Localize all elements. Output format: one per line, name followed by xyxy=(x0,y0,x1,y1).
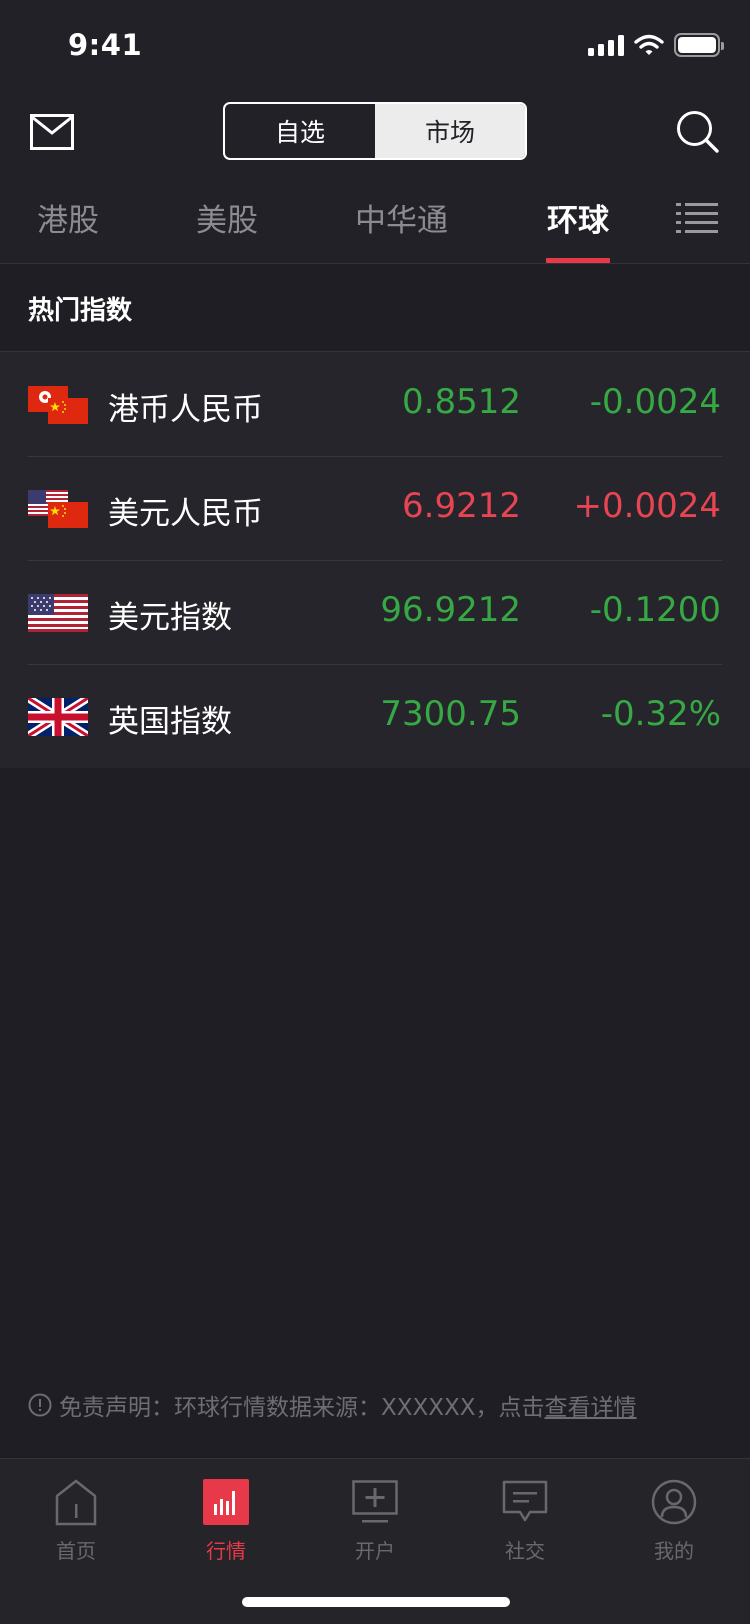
cellular-signal-icon xyxy=(588,34,624,56)
list-item[interactable]: 美元指数 96.9212 -0.1200 xyxy=(0,560,750,664)
home-icon xyxy=(55,1479,97,1526)
battery-icon xyxy=(674,33,724,57)
segment-watchlist[interactable]: 自选 xyxy=(274,118,325,147)
tabbar-label: 首页 xyxy=(56,1539,96,1563)
list-item[interactable]: 港币人民币 0.8512 -0.0024 xyxy=(0,352,750,456)
tabbar-label: 我的 xyxy=(654,1539,694,1563)
item-change: +0.0024 xyxy=(573,486,721,526)
market-tabs: 港股 美股 中华通 环球 xyxy=(0,195,750,263)
item-price: 6.9212 xyxy=(402,486,521,526)
section-title-hot-indices: 热门指数 xyxy=(28,296,133,326)
tabbar-item-home[interactable]: 首页 xyxy=(26,1477,126,1564)
hk-cn-flag-icon xyxy=(28,386,88,424)
item-name: 港币人民币 xyxy=(108,392,263,428)
item-name: 美元人民币 xyxy=(108,496,263,532)
item-name: 美元指数 xyxy=(108,600,232,636)
tabs-divider xyxy=(0,263,750,264)
index-list: 港币人民币 0.8512 -0.0024 美元人民币 6.9212 +0.002… xyxy=(0,352,750,768)
tab-global[interactable]: 环球 xyxy=(547,203,609,239)
disclaimer-text: 免责声明：环球行情数据来源：XXXXXX，点击 xyxy=(59,1395,545,1421)
disclaimer: 免责声明：环球行情数据来源：XXXXXX，点击 查看详情 xyxy=(28,1388,637,1422)
us-cn-flag-icon xyxy=(28,490,88,528)
menu-list-icon[interactable] xyxy=(676,202,718,234)
list-item[interactable]: 英国指数 7300.75 -0.32% xyxy=(0,664,750,768)
tab-hk-stocks[interactable]: 港股 xyxy=(37,203,99,239)
segment-market[interactable]: 市场 xyxy=(375,104,525,158)
item-price: 0.8512 xyxy=(402,382,521,422)
tab-stock-connect[interactable]: 中华通 xyxy=(355,203,448,239)
item-change: -0.0024 xyxy=(589,382,721,422)
tabbar-item-profile[interactable]: 我的 xyxy=(624,1477,724,1564)
home-indicator xyxy=(242,1597,510,1607)
section-divider xyxy=(0,351,750,352)
info-icon xyxy=(28,1393,52,1417)
profile-icon xyxy=(651,1479,697,1525)
tabbar-label: 行情 xyxy=(206,1539,246,1563)
uk-flag-icon xyxy=(28,698,88,736)
tabbar-item-social[interactable]: 社交 xyxy=(475,1477,575,1564)
tabbar-item-market[interactable]: 行情 xyxy=(176,1477,276,1564)
tabbar-label: 开户 xyxy=(355,1539,395,1563)
status-icons xyxy=(588,32,724,58)
us-flag-icon xyxy=(28,594,88,632)
status-time: 9:41 xyxy=(68,28,143,62)
market-chart-icon xyxy=(203,1479,249,1525)
tabbar-item-open-account[interactable]: 开户 xyxy=(325,1477,425,1564)
search-icon[interactable] xyxy=(676,110,720,154)
wifi-icon xyxy=(634,34,664,55)
item-change: -0.32% xyxy=(600,694,721,734)
list-item[interactable]: 美元人民币 6.9212 +0.0024 xyxy=(0,456,750,560)
tabbar-label: 社交 xyxy=(505,1539,545,1563)
tab-us-stocks[interactable]: 美股 xyxy=(196,203,258,239)
item-name: 英国指数 xyxy=(108,704,232,740)
item-change: -0.1200 xyxy=(589,590,721,630)
open-account-icon xyxy=(352,1480,398,1523)
bottom-tab-bar: 首页 行情 xyxy=(0,1458,750,1624)
item-price: 7300.75 xyxy=(380,694,521,734)
social-chat-icon xyxy=(502,1480,548,1522)
watchlist-market-toggle: 自选 市场 xyxy=(223,102,527,160)
active-tab-indicator xyxy=(546,258,610,263)
mail-icon[interactable] xyxy=(30,114,74,150)
disclaimer-details-link[interactable]: 查看详情 xyxy=(544,1395,637,1421)
item-price: 96.9212 xyxy=(380,590,521,630)
